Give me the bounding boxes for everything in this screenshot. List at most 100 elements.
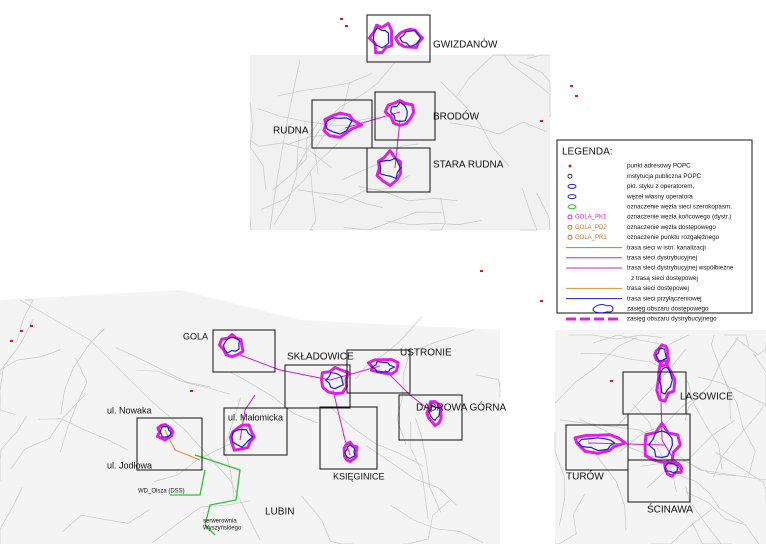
road	[396, 347, 412, 445]
road	[475, 374, 501, 398]
road	[230, 372, 318, 424]
road	[249, 102, 267, 190]
road	[358, 186, 458, 202]
road	[526, 54, 550, 60]
road	[554, 337, 638, 404]
service-area	[664, 462, 679, 474]
service-area	[648, 430, 673, 459]
road	[277, 73, 373, 97]
road	[249, 216, 252, 231]
legend-symbol-label: GOLA_PR1	[575, 235, 607, 241]
place-label: LASOWICE	[680, 392, 733, 403]
road	[712, 402, 766, 478]
road	[753, 352, 766, 404]
place-label: KSIĘGINICE	[333, 471, 385, 481]
legend-text: oznaczenie węzła dostępowego	[627, 224, 716, 231]
legend-symbol	[568, 164, 572, 168]
place-label: GOLA	[183, 331, 208, 341]
place-label: USTRONIE	[400, 348, 452, 359]
road	[403, 500, 450, 544]
road	[519, 61, 551, 118]
service-area	[658, 366, 673, 395]
legend-symbol	[567, 194, 577, 200]
service-area	[229, 423, 256, 452]
road	[318, 174, 411, 204]
place-label: serwerownia	[203, 519, 237, 525]
route	[587, 442, 666, 446]
legend-text: trasa sieci dystrybucyjnej	[627, 254, 697, 261]
road	[309, 173, 317, 231]
detail-frame	[565, 424, 629, 471]
address-point	[340, 18, 343, 20]
road	[272, 120, 320, 191]
road	[684, 337, 739, 421]
road	[301, 495, 354, 544]
areas	[136, 14, 691, 503]
legend-text: węzeł własny operatora	[626, 193, 693, 200]
place-label: ul. Małomicka	[228, 412, 283, 422]
place-label: BRODÓW	[433, 110, 480, 123]
legend-symbol	[567, 173, 573, 179]
service-area	[573, 433, 627, 455]
road	[409, 421, 429, 520]
route-existing	[194, 454, 241, 536]
service-area	[428, 404, 441, 421]
road	[0, 416, 27, 481]
detail-frame	[366, 147, 431, 193]
service-area	[372, 27, 390, 49]
detail-frame	[398, 394, 463, 441]
road	[260, 143, 339, 210]
road	[136, 369, 230, 395]
road	[320, 62, 396, 127]
service-area	[324, 117, 353, 135]
legend-text: instytucja publiczna POPC	[627, 173, 702, 180]
legend-box	[556, 139, 753, 314]
legend-symbol-label: GOLA_PK1	[575, 215, 607, 221]
service-area	[383, 99, 416, 127]
road	[0, 319, 34, 405]
legend-symbol-label: GOLA_PD2	[575, 225, 607, 231]
place-label: LUBIN	[265, 507, 294, 518]
road	[38, 418, 128, 451]
network-routes	[164, 111, 681, 536]
road	[429, 197, 446, 231]
service-area	[320, 366, 350, 396]
address-point	[480, 270, 483, 272]
road	[632, 403, 677, 492]
road	[671, 472, 744, 524]
place-label: SKŁADOWICE	[287, 352, 354, 363]
address-point	[610, 380, 613, 382]
road	[62, 509, 150, 532]
road	[587, 438, 627, 531]
service-area	[577, 437, 616, 452]
service-area	[425, 400, 443, 427]
legend-symbol	[567, 204, 577, 210]
road	[724, 334, 749, 347]
legend-title: LEGENDA:	[562, 147, 613, 158]
place-label: STARA RUDNA	[433, 160, 504, 171]
address-point	[30, 325, 33, 327]
legend-symbol	[567, 224, 573, 230]
service-area	[378, 157, 402, 179]
address-point	[575, 95, 578, 97]
legend-text: oznaczenie węzła sieci szerokopasm.	[627, 203, 732, 210]
road	[366, 445, 457, 506]
place-label: GWIZDANÓW	[433, 38, 498, 51]
service-area	[394, 27, 424, 49]
service-area	[159, 426, 172, 438]
labels: GWIZDANÓW RUDNA BRODÓW STARA RUDNA GOLA SKŁAD…	[107, 38, 733, 532]
detail-frame	[136, 417, 203, 471]
road	[329, 406, 423, 467]
road	[715, 451, 766, 504]
road	[684, 491, 760, 544]
roads	[0, 18, 766, 544]
road	[686, 380, 723, 470]
detail-frame	[627, 459, 691, 503]
service-area	[322, 111, 364, 139]
main-road	[269, 59, 301, 231]
place-label: TURÓW	[566, 470, 604, 483]
legend-text: zasięg obszaru dystrybucyjnego	[627, 316, 717, 323]
place-label: WD_Olsza (DSS)	[138, 489, 185, 495]
detail-frame	[374, 91, 436, 141]
